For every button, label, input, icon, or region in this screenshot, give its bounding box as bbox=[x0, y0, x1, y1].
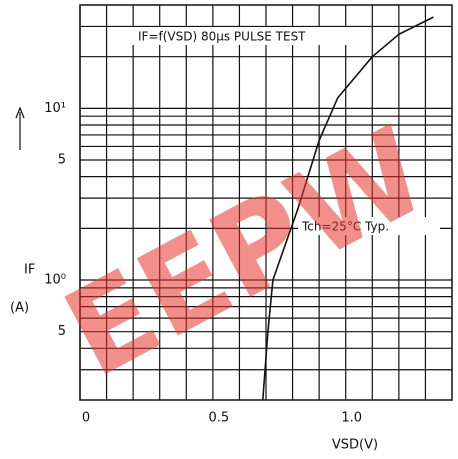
annotation-bg bbox=[130, 27, 360, 45]
y-unit: (A) bbox=[10, 301, 29, 316]
x-tick-label: 1.0 bbox=[341, 411, 362, 426]
annotation-bg bbox=[298, 217, 440, 235]
x-tick-label: 0 bbox=[82, 411, 90, 426]
y-tick-label: 10⁰ bbox=[44, 273, 66, 288]
line bbox=[262, 16, 434, 401]
arrow-head bbox=[15, 106, 25, 119]
y-tick-label: 10¹ bbox=[44, 101, 66, 116]
y-tick-label: 5 bbox=[58, 324, 66, 339]
x-tick-label: 0.5 bbox=[209, 411, 230, 426]
y-tick-label: 5 bbox=[58, 153, 66, 168]
x-axis-label: VSD(V) bbox=[332, 438, 378, 453]
y-axis-label: IF bbox=[24, 263, 35, 278]
annotation: Tch=25°C Typ. bbox=[301, 220, 389, 234]
annotation: IF=f(VSD) 80μs PULSE TEST bbox=[138, 30, 306, 44]
